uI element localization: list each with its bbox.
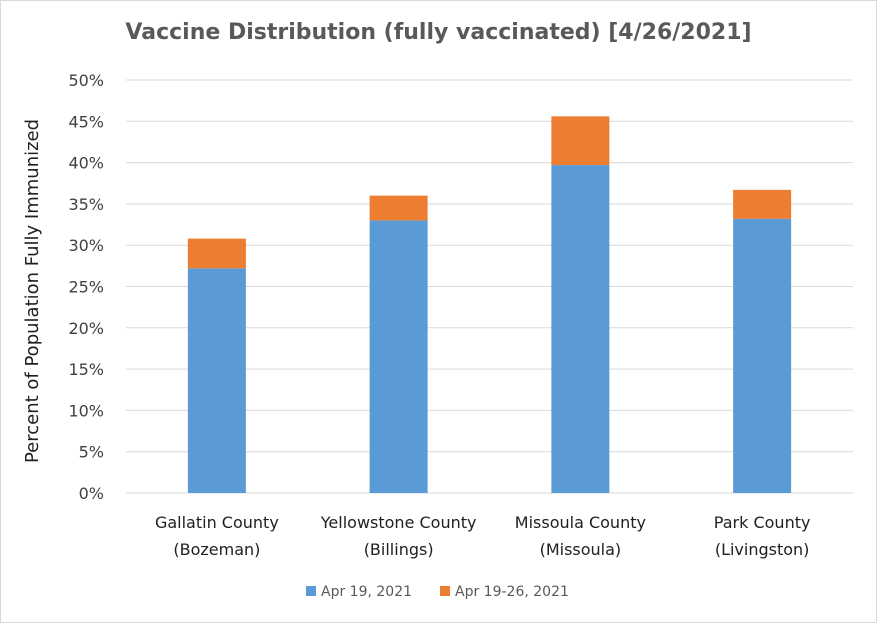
- x-category-label: (Missoula): [540, 540, 622, 559]
- x-category-label: (Billings): [364, 540, 434, 559]
- y-tick-label: 0%: [79, 484, 104, 503]
- x-category-label: (Livingston): [715, 540, 810, 559]
- y-axis-title: Percent of Population Fully Immunized: [22, 119, 43, 463]
- y-tick-label: 50%: [68, 71, 104, 90]
- legend-swatch: [440, 586, 450, 596]
- x-category-label: Gallatin County: [155, 513, 279, 532]
- y-tick-label: 5%: [79, 443, 104, 462]
- bar-segment: [187, 238, 246, 269]
- y-tick-label: 40%: [68, 154, 104, 173]
- bar-segment: [369, 195, 428, 221]
- bar-segment: [187, 268, 246, 493]
- y-tick-label: 20%: [68, 319, 104, 338]
- legend-swatch: [306, 586, 316, 596]
- bar-segment: [369, 220, 428, 494]
- x-category-label: Park County: [714, 513, 811, 532]
- y-tick-label: 10%: [68, 401, 104, 420]
- bar-segment: [733, 218, 792, 493]
- y-tick-label: 35%: [68, 195, 104, 214]
- legend: Apr 19, 2021 Apr 19-26, 2021: [306, 584, 569, 600]
- y-tick-label: 15%: [68, 360, 104, 379]
- bar-segment: [551, 116, 610, 166]
- y-tick-label: 45%: [68, 112, 104, 131]
- bar-segment: [551, 165, 610, 493]
- legend-label: Apr 19-26, 2021: [455, 584, 569, 600]
- y-tick-label: 25%: [68, 278, 104, 297]
- x-category-label: Yellowstone County: [320, 513, 477, 532]
- bars: [187, 116, 792, 494]
- y-tick-label: 30%: [68, 236, 104, 255]
- gridlines: [126, 79, 853, 494]
- chart-title: Vaccine Distribution (fully vaccinated) …: [125, 20, 752, 45]
- bar-segment: [733, 189, 792, 219]
- x-category-label: Missoula County: [515, 513, 646, 532]
- x-axis-labels: Gallatin County (Bozeman) Yellowstone Coun…: [155, 513, 810, 559]
- y-axis-ticks: 0% 5% 10% 15% 20% 25% 30% 35% 40% 45% 50%: [68, 71, 104, 503]
- x-category-label: (Bozeman): [173, 540, 260, 559]
- legend-label: Apr 19, 2021: [321, 584, 412, 600]
